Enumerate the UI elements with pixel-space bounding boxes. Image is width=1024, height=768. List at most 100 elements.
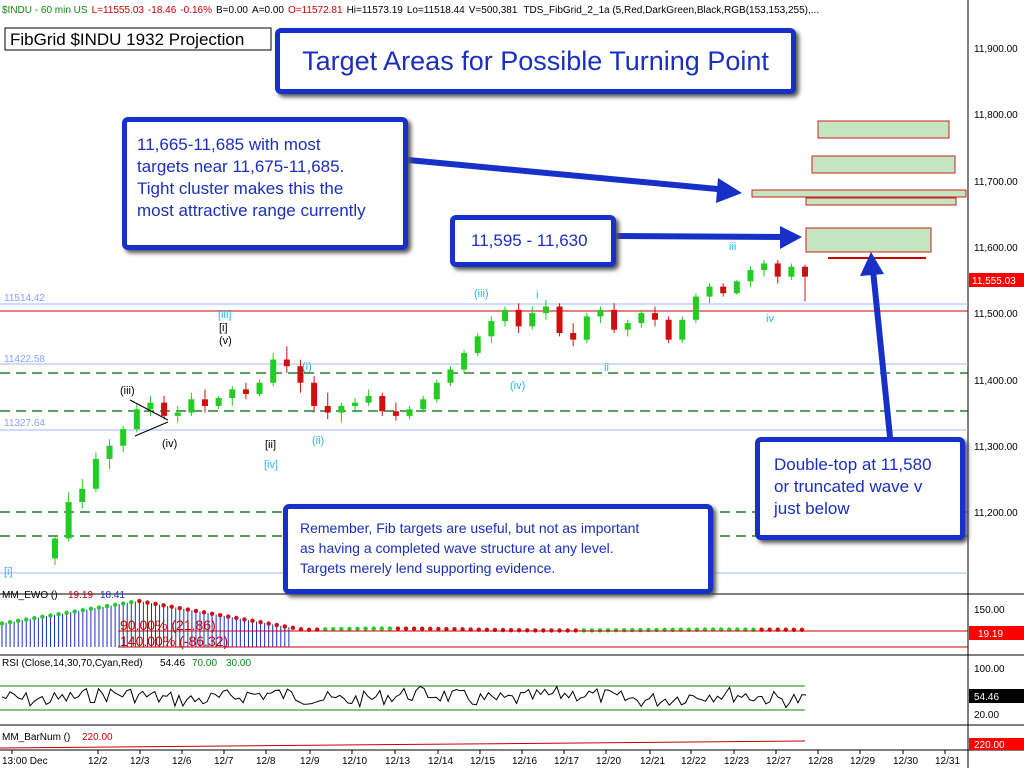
ewo-dot <box>112 602 118 608</box>
ewo-dot <box>104 604 110 609</box>
ewo-dot <box>153 601 158 607</box>
rsi-panel: RSI (Close,14,30,70,Cyan,Red) 54.46 70.0… <box>0 658 1024 721</box>
ewo-dot <box>355 626 360 631</box>
ewo-dot <box>24 617 29 622</box>
ewo-last-text: 19.19 <box>978 629 1003 640</box>
price-label-11200: 11,200.00 <box>974 508 1018 519</box>
price-label-11500: 11,500.00 <box>974 309 1018 320</box>
barnum-last-text: 220.00 <box>974 740 1005 751</box>
candle-body <box>733 281 740 294</box>
price-label-11800: 11,800.00 <box>974 110 1018 121</box>
candle-body <box>529 313 536 327</box>
candle-body <box>392 411 399 416</box>
ewo-dot <box>621 627 627 633</box>
arrow-cluster-shaft <box>407 157 729 193</box>
ewo-dot <box>96 605 102 610</box>
x-label: 12/3 <box>130 756 150 767</box>
ewo-dot <box>185 607 191 612</box>
arrow-doubletop-shaft <box>870 269 893 438</box>
ewo-dot <box>80 607 86 613</box>
target-zone-3 <box>751 189 967 198</box>
ewo-value-2: 18.41 <box>100 590 125 601</box>
candle-body <box>65 502 72 539</box>
ewo-last-tag <box>969 626 1024 640</box>
ewo-dot <box>525 628 530 633</box>
callout-arrows <box>407 157 893 438</box>
ewo-dot <box>48 613 53 618</box>
arrow-doubletop-head <box>860 252 884 276</box>
triangle-lines <box>129 399 169 437</box>
candle-body <box>556 306 563 334</box>
barnum-last-tag <box>969 738 1024 750</box>
ewo-value-1: 19.19 <box>68 590 93 601</box>
ewo-dot <box>379 626 384 631</box>
candle-body <box>774 263 781 277</box>
price-label-11400: 11,400.00 <box>974 376 1018 387</box>
doubletop-callout: Double-top at 11,580 or truncated wave v… <box>755 437 965 540</box>
wave-label-iv-black: (iv) <box>162 438 177 450</box>
candle-body <box>802 266 808 277</box>
chart-background <box>0 0 968 768</box>
ewo-dot <box>403 626 409 631</box>
ewo-dot <box>121 601 126 606</box>
candle-body <box>406 409 413 416</box>
x-label: 12/13 <box>385 756 410 767</box>
cluster-line-1: 11,665-11,685 with most <box>137 135 321 154</box>
ewo-dot <box>428 626 433 632</box>
level-label-11514: 11514.42 <box>4 293 45 304</box>
ewo-dot <box>541 628 546 633</box>
candle-body <box>52 538 58 559</box>
ewo-dot <box>549 628 554 633</box>
ewo-fib-label-1: 90.00% (21.86) <box>120 617 216 633</box>
candle-body <box>638 313 645 324</box>
title-callout: Target Areas for Possible Turning Point <box>275 28 796 94</box>
ewo-dot <box>436 626 441 632</box>
candle-body <box>161 402 168 416</box>
cluster-line-2: targets near 11,675-11,685. <box>137 157 345 176</box>
target-zone-1 <box>817 120 950 139</box>
ewo-dot <box>250 618 255 624</box>
arrow-cluster-head <box>716 178 742 203</box>
candles <box>52 260 808 566</box>
candle-body <box>352 402 358 406</box>
cluster-line-4: most attractive range currently <box>137 201 366 220</box>
ewo-dot <box>613 628 619 633</box>
wave-label-small-ii: ii <box>604 362 609 374</box>
candle-body <box>297 366 304 383</box>
candle-body <box>665 319 672 340</box>
rsi-line <box>1 685 807 709</box>
rsi-last-tag <box>969 689 1024 703</box>
candle-body <box>229 389 236 398</box>
candle-body <box>433 382 440 400</box>
x-label: 12/20 <box>596 756 621 767</box>
ewo-dot <box>363 626 368 631</box>
doubletop-line-1: Double-top at 11,580 <box>774 455 932 474</box>
price-label-11600: 11,600.00 <box>974 243 1018 254</box>
ewo-dot <box>242 617 247 622</box>
ewo-dot <box>323 627 328 632</box>
wave-label-small-i: i <box>536 289 538 301</box>
price-axis: 11,900.00 11,800.00 11,700.00 11,600.00 … <box>969 44 1024 519</box>
rsi-last-text: 54.46 <box>974 692 999 703</box>
x-label: 12/2 <box>88 756 108 767</box>
barnum-line <box>0 740 806 749</box>
ewo-dot <box>533 628 538 633</box>
wave-label-v-black: (v) <box>219 335 232 347</box>
candle-body <box>652 313 658 320</box>
x-label: 12/10 <box>342 756 367 767</box>
candle-body <box>502 309 508 322</box>
ewo-dot <box>638 627 643 633</box>
ewo-dot <box>387 626 393 631</box>
remember-line-2: as having a completed wave structure at … <box>300 540 614 556</box>
candle-body <box>106 445 113 459</box>
candle-body <box>788 266 795 277</box>
x-label: 12/8 <box>256 756 276 767</box>
target-zone-2 <box>811 155 956 174</box>
remember-line-1: Remember, Fib targets are useful, but no… <box>300 520 640 536</box>
candle-body <box>420 399 427 410</box>
chart-header: $INDU - 60 min US L=11555.03 -18.46 -0.16% B… <box>2 5 819 16</box>
ewo-dot <box>209 611 215 616</box>
candle-body <box>583 316 590 340</box>
doubletop-line-3: just below <box>774 499 850 518</box>
